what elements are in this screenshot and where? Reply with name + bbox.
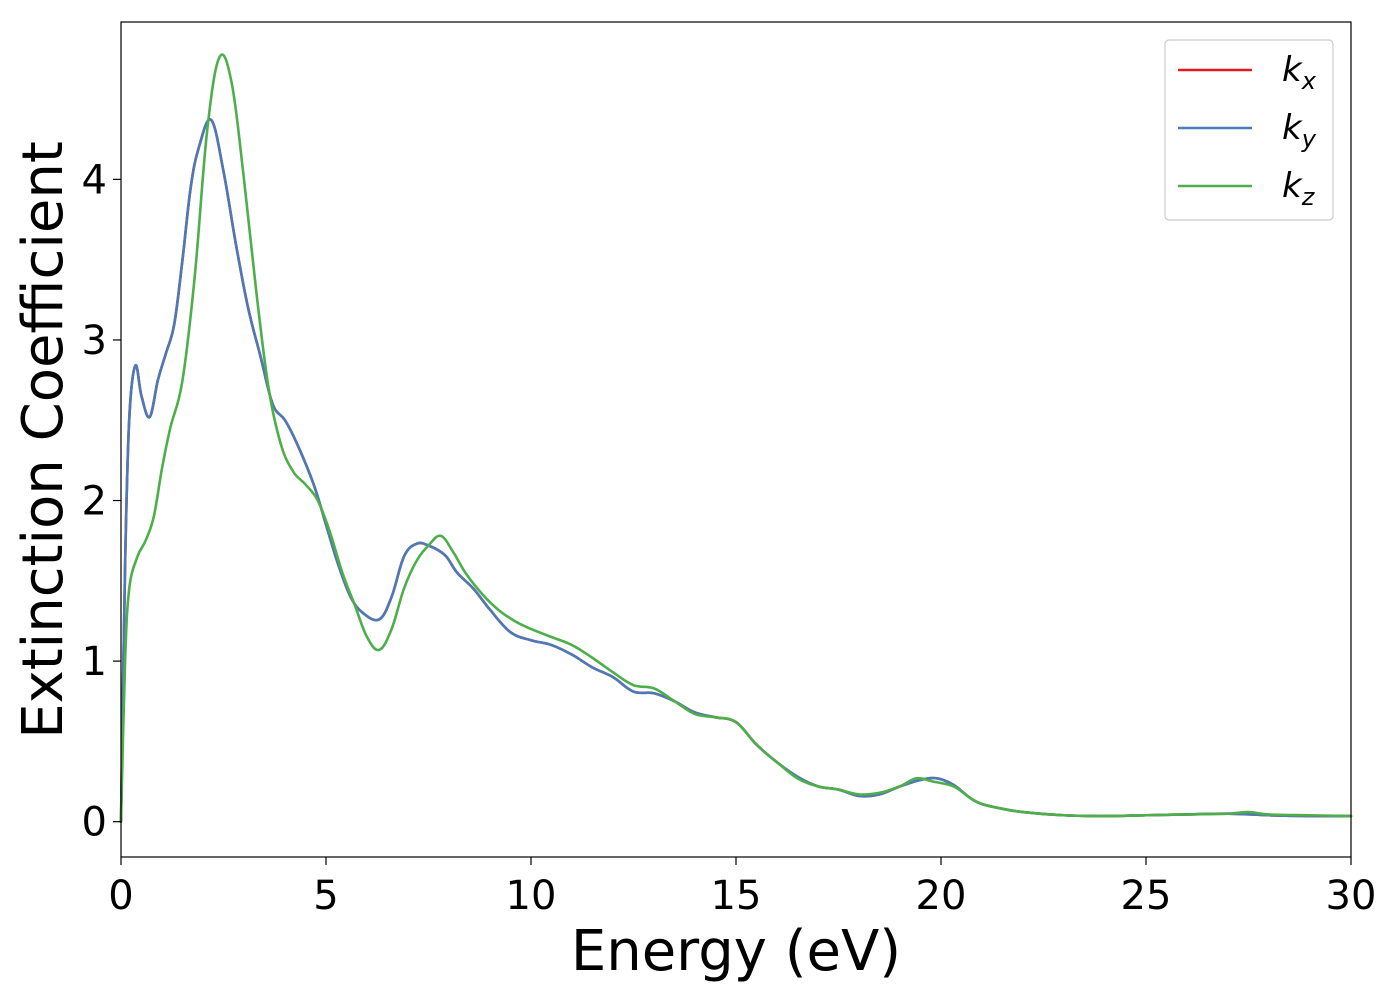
series-line-kz (119, 53, 1353, 823)
x-tick-label: 0 (108, 873, 133, 919)
legend: kx ky kz (1164, 39, 1334, 221)
plot-area (121, 22, 1351, 857)
x-axis-ticks: 0 5 10 15 20 25 30 (108, 857, 1376, 919)
y-tick-label: 2 (82, 479, 107, 525)
y-tick-label: 1 (82, 639, 107, 685)
y-tick-label: 0 (82, 800, 107, 846)
x-tick-label: 5 (313, 873, 338, 919)
x-tick-label: 15 (711, 873, 762, 919)
x-tick-label: 20 (916, 873, 967, 919)
legend-label-ky: ky (1282, 108, 1317, 153)
y-axis-title: Extinction Coefficient (11, 141, 76, 739)
y-tick-label: 4 (82, 157, 107, 203)
x-tick-label: 10 (506, 873, 557, 919)
x-tick-label: 25 (1121, 873, 1172, 919)
legend-label-kz: kz (1282, 166, 1316, 211)
series-layer (119, 53, 1353, 823)
x-axis-title: Energy (eV) (571, 919, 901, 984)
x-tick-label: 30 (1326, 873, 1377, 919)
legend-label-kx: kx (1282, 50, 1317, 95)
y-axis-ticks: 0 1 2 3 4 (82, 157, 121, 846)
legend-box (1164, 39, 1334, 221)
y-tick-label: 3 (82, 318, 107, 364)
